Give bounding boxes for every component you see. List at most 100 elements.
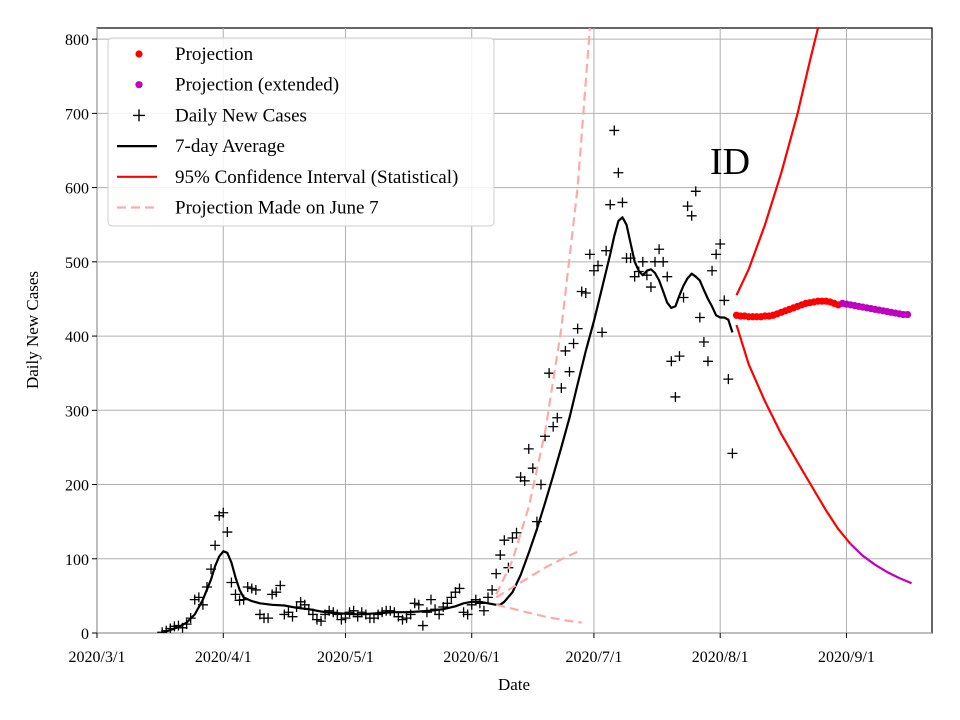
daily-case-marker <box>580 288 591 299</box>
daily-case-marker <box>189 594 200 605</box>
daily-case-marker <box>442 598 453 609</box>
daily-case-marker <box>426 594 436 605</box>
daily-case-marker <box>666 356 677 367</box>
y-tick-label: 500 <box>65 255 89 272</box>
daily-case-marker <box>311 614 322 625</box>
x-tick-label: 2020/7/1 <box>565 649 622 666</box>
x-tick-label: 2020/6/1 <box>443 649 500 666</box>
chart-annotation: ID <box>710 141 750 183</box>
legend-label: 95% Confidence Interval (Statistical) <box>175 167 458 188</box>
daily-case-marker <box>601 245 612 256</box>
data-layer <box>157 28 913 633</box>
daily-case-marker <box>499 535 510 546</box>
daily-case-marker <box>446 592 457 603</box>
daily-case-marker <box>686 210 697 221</box>
confidence-interval-line <box>735 28 820 296</box>
june7-projection-line <box>495 28 591 595</box>
x-tick-label: 2020/9/1 <box>818 649 875 666</box>
daily-case-marker <box>279 609 290 620</box>
daily-case-marker <box>560 345 571 356</box>
june7-projection-line <box>495 548 583 599</box>
daily-case-marker <box>417 620 428 631</box>
daily-case-marker <box>230 589 241 600</box>
daily-case-marker <box>523 443 534 454</box>
y-tick-label: 700 <box>65 106 89 123</box>
daily-case-marker <box>617 197 628 208</box>
daily-case-marker <box>568 338 579 349</box>
axes: 2020/3/1 2020/4/1 2020/5/1 2020/6/1 2020/7/1… <box>65 32 875 666</box>
daily-case-marker <box>454 583 465 594</box>
daily-case-marker <box>674 351 685 362</box>
y-tick-label: 800 <box>65 32 89 49</box>
daily-case-marker <box>576 286 587 297</box>
daily-case-marker <box>287 611 298 622</box>
daily-case-marker <box>682 201 693 212</box>
legend-dot-marker <box>135 81 143 89</box>
daily-case-marker <box>572 323 583 334</box>
daily-case-marker <box>478 605 489 616</box>
daily-case-marker <box>662 271 673 282</box>
y-tick-label: 600 <box>65 181 89 198</box>
daily-case-marker <box>556 383 567 394</box>
daily-case-marker <box>690 186 701 197</box>
y-tick-label: 300 <box>65 403 89 420</box>
daily-case-marker <box>487 584 498 595</box>
daily-case-marker <box>491 568 502 579</box>
x-tick-label: 2020/4/1 <box>195 649 252 666</box>
daily-case-marker <box>283 607 294 618</box>
x-tick-label: 2020/5/1 <box>317 649 374 666</box>
legend-label: Projection <box>175 44 254 65</box>
y-tick-label: 0 <box>81 626 89 643</box>
daily-case-marker <box>584 249 595 260</box>
legend-label: Daily New Cases <box>175 105 307 126</box>
daily-case-marker <box>226 577 237 588</box>
daily-case-marker <box>344 607 355 618</box>
daily-case-marker <box>629 271 640 282</box>
daily-case-marker <box>336 614 347 625</box>
legend-label: Projection Made on June 7 <box>175 198 379 219</box>
daily-case-marker <box>434 609 445 620</box>
daily-case-marker <box>242 581 253 592</box>
daily-case-marker <box>234 595 245 606</box>
daily-case-marker <box>409 598 420 609</box>
seven-day-average-line <box>161 216 734 633</box>
daily-case-marker <box>593 260 603 271</box>
y-axis-title: Daily New Cases <box>23 271 42 389</box>
daily-case-marker <box>723 374 734 385</box>
daily-case-marker <box>483 592 494 603</box>
legend-label: 7-day Average <box>175 136 285 157</box>
legend: Projection Projection (extended) Daily New… <box>107 37 495 227</box>
x-tick-label: 2020/3/1 <box>69 649 126 666</box>
y-tick-label: 200 <box>65 478 89 495</box>
daily-case-marker <box>246 583 257 594</box>
daily-case-marker <box>385 605 396 616</box>
daily-case-marker <box>597 327 608 338</box>
y-tick-label: 100 <box>65 552 89 569</box>
legend-label: Projection (extended) <box>175 75 339 96</box>
daily-case-marker <box>340 613 351 624</box>
projection-extended-point <box>903 310 912 319</box>
confidence-interval-line <box>735 324 852 545</box>
daily-case-marker <box>267 589 278 600</box>
daily-case-marker <box>413 599 424 610</box>
daily-case-marker <box>511 527 522 538</box>
daily-case-marker <box>715 239 726 250</box>
daily-case-marker <box>462 609 473 620</box>
daily-case-marker <box>670 391 681 402</box>
daily-case-marker <box>678 292 689 303</box>
y-tick-label: 400 <box>65 329 89 346</box>
daily-case-marker <box>719 295 730 306</box>
daily-case-marker <box>654 244 665 255</box>
daily-case-marker <box>507 532 518 543</box>
daily-case-marker <box>694 312 705 323</box>
daily-case-marker <box>397 614 408 625</box>
daily-case-marker <box>698 337 709 348</box>
daily-case-marker <box>645 282 656 293</box>
legend-dot-marker <box>135 50 143 58</box>
daily-case-marker <box>609 125 620 136</box>
daily-case-marker <box>613 167 624 178</box>
confidence-interval-extended-line <box>849 543 913 585</box>
daily-case-marker <box>637 256 648 267</box>
daily-case-marker <box>548 421 559 432</box>
daily-case-marker <box>263 613 274 624</box>
